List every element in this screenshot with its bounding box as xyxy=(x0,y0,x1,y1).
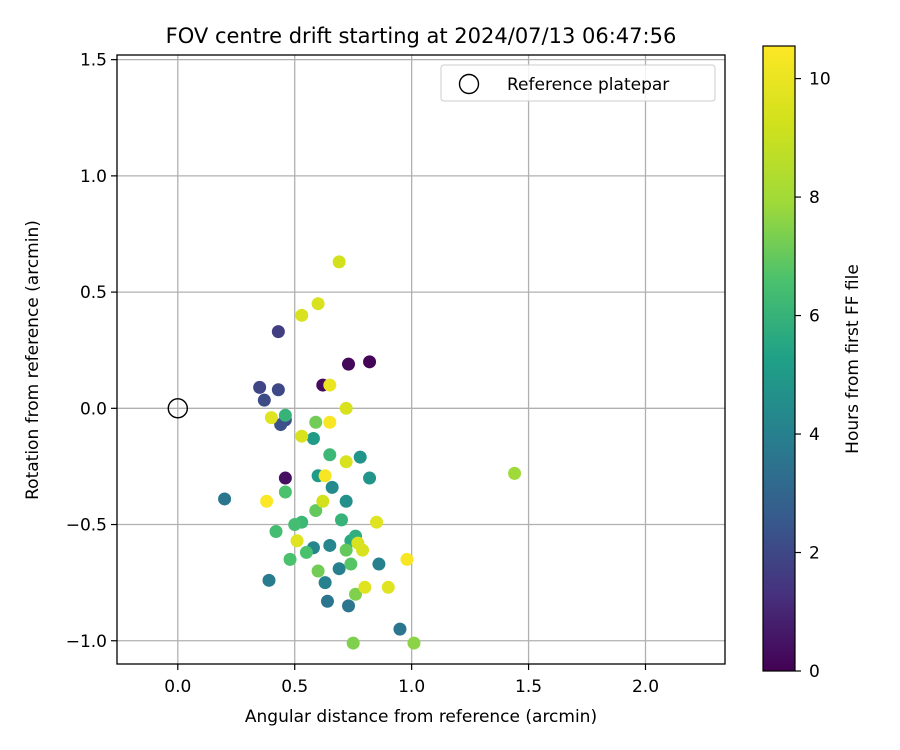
data-point xyxy=(306,432,320,446)
reference-platepar-marker xyxy=(167,398,189,419)
data-point xyxy=(344,557,358,571)
legend: Reference platepar xyxy=(440,64,716,102)
data-point xyxy=(325,480,339,494)
data-point xyxy=(271,383,285,397)
y-tick-label: 1.5 xyxy=(80,51,107,71)
data-point xyxy=(316,494,330,508)
legend-box xyxy=(440,64,716,102)
x-axis-label: Angular distance from reference (arcmin) xyxy=(245,707,597,727)
data-point xyxy=(269,525,283,539)
data-point xyxy=(370,515,384,529)
data-point xyxy=(508,466,522,480)
x-tick-label: 2.0 xyxy=(632,677,659,697)
x-tick-label: 1.0 xyxy=(398,677,425,697)
data-point xyxy=(339,494,353,508)
y-tick-label: 1.0 xyxy=(80,167,107,187)
data-point xyxy=(400,552,414,566)
data-point xyxy=(311,564,325,578)
legend-label: Reference platepar xyxy=(507,75,669,95)
colorbar-tick-label: 8 xyxy=(809,188,820,208)
data-point xyxy=(349,587,363,601)
data-point xyxy=(381,580,395,594)
plot-frame xyxy=(116,54,726,665)
data-point xyxy=(311,297,325,311)
data-point xyxy=(372,557,386,571)
y-axis-label: Rotation from reference (arcmin) xyxy=(23,220,43,500)
data-point xyxy=(288,518,302,532)
x-tick-label: 0.0 xyxy=(164,677,191,697)
data-point xyxy=(339,455,353,469)
data-point xyxy=(332,255,346,269)
colorbar-ticks: 0 2 4 6 8 10 xyxy=(795,70,831,682)
data-point xyxy=(309,504,323,518)
colorbar-tick-label: 10 xyxy=(809,70,831,90)
x-axis-ticks: 0.0 0.5 1.0 1.5 2.0 xyxy=(164,664,659,697)
data-point xyxy=(353,450,367,464)
data-point xyxy=(320,594,334,608)
chart-title: FOV centre drift starting at 2024/07/13 … xyxy=(166,24,677,48)
data-point xyxy=(323,538,337,552)
data-point xyxy=(218,492,232,506)
data-point xyxy=(318,469,332,483)
data-point xyxy=(339,401,353,415)
x-tick-label: 0.5 xyxy=(281,677,308,697)
data-point xyxy=(318,576,332,590)
data-point xyxy=(339,543,353,557)
colorbar-tick-label: 2 xyxy=(809,544,820,564)
legend-marker-circle xyxy=(458,73,480,95)
data-point xyxy=(262,573,276,587)
data-point xyxy=(278,485,292,499)
data-point xyxy=(283,552,297,566)
data-points xyxy=(167,255,522,650)
colorbar-tick-label: 4 xyxy=(809,425,820,445)
colorbar-tick-label: 0 xyxy=(809,662,820,682)
data-point xyxy=(257,393,271,407)
data-point xyxy=(346,636,360,650)
data-point xyxy=(253,380,267,394)
data-point xyxy=(309,415,323,429)
grid-lines xyxy=(117,55,725,664)
y-tick-label: 0.0 xyxy=(80,399,107,419)
y-tick-label: −1.0 xyxy=(66,632,107,652)
y-tick-label: −0.5 xyxy=(66,516,107,536)
y-axis-ticks: −1.0 −0.5 0.0 0.5 1.0 1.5 xyxy=(66,51,117,652)
data-point xyxy=(342,599,356,613)
colorbar: 0 2 4 6 8 10 Hours from first FF file xyxy=(762,45,863,682)
data-point xyxy=(323,378,337,392)
data-point xyxy=(356,543,370,557)
colorbar-tick-label: 6 xyxy=(809,307,820,327)
data-point xyxy=(332,562,346,576)
data-point xyxy=(278,408,292,422)
data-point xyxy=(323,415,337,429)
data-point xyxy=(393,622,407,636)
data-point xyxy=(323,448,337,462)
data-point xyxy=(299,545,313,559)
x-tick-label: 1.5 xyxy=(515,677,542,697)
data-point xyxy=(295,308,309,322)
data-point xyxy=(260,494,274,508)
data-point xyxy=(358,580,372,594)
data-point xyxy=(363,471,377,485)
colorbar-label: Hours from first FF file xyxy=(843,264,863,454)
data-point xyxy=(271,325,285,339)
data-point xyxy=(278,471,292,485)
data-point xyxy=(264,411,278,425)
data-point xyxy=(290,534,304,548)
colorbar-gradient xyxy=(762,45,796,672)
y-tick-label: 0.5 xyxy=(80,283,107,303)
data-point xyxy=(342,357,356,371)
data-point xyxy=(363,355,377,369)
data-point xyxy=(334,513,348,527)
data-point xyxy=(407,636,421,650)
data-point xyxy=(295,429,309,443)
